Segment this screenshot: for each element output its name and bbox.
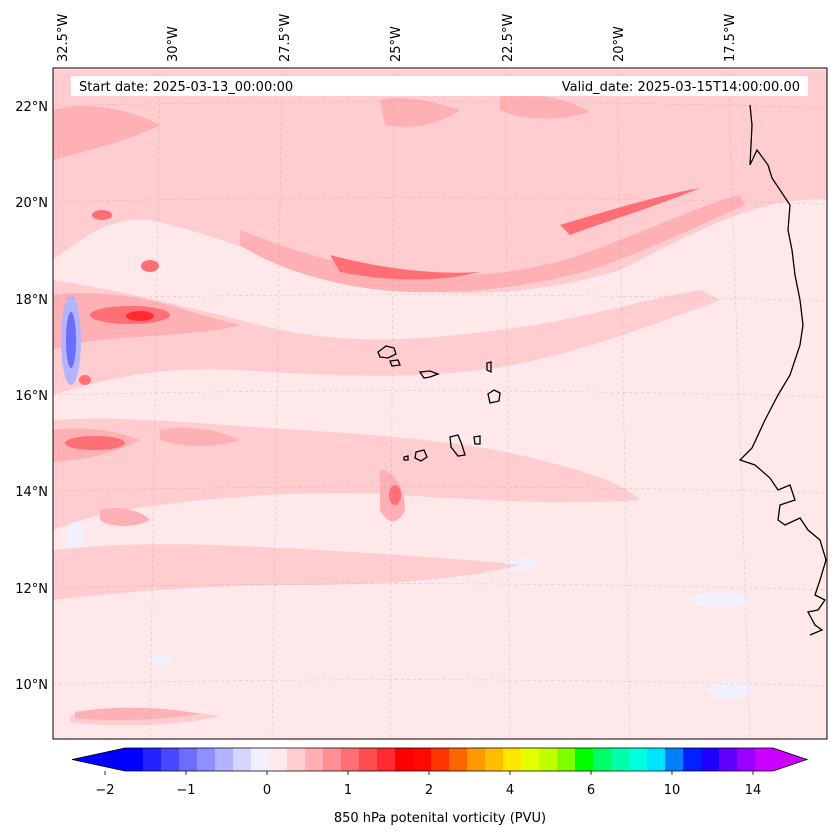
colorbar-segment bbox=[305, 748, 324, 771]
colorbar-segment bbox=[377, 748, 396, 771]
start-date-text: Start date: 2025-03-13_00:00:00 bbox=[79, 80, 293, 95]
colorbar-segment bbox=[413, 748, 432, 771]
map-frame bbox=[52, 67, 828, 740]
colorbar-segment bbox=[521, 748, 540, 771]
colorbar-tick-label: 4 bbox=[506, 783, 514, 798]
colorbar-segment bbox=[125, 748, 144, 771]
colorbar-outline bbox=[71, 747, 809, 772]
lat-label: 10°N bbox=[15, 678, 48, 693]
colorbar-tick-label: 1 bbox=[344, 783, 352, 798]
colorbar-segment bbox=[449, 748, 468, 771]
colorbar-segment bbox=[251, 748, 270, 771]
colorbar-tick-label: −1 bbox=[176, 783, 195, 798]
lat-label: 16°N bbox=[15, 389, 48, 404]
colorbar-extend-min bbox=[72, 748, 125, 771]
longitude-labels: 32.5°W 30°W 27.5°W 25°W 22.5°W 20°W 17.5… bbox=[56, 14, 738, 62]
colorbar bbox=[71, 747, 809, 775]
lat-label: 20°N bbox=[15, 196, 48, 211]
colorbar-label: 850 hPa potenital vorticity (PVU) bbox=[334, 811, 546, 826]
lon-label: 27.5°W bbox=[278, 14, 293, 62]
colorbar-segment bbox=[179, 748, 198, 771]
colorbar-segment bbox=[611, 748, 630, 771]
lat-label: 12°N bbox=[15, 582, 48, 597]
island-santiago bbox=[449, 434, 466, 457]
colorbar-segment bbox=[647, 748, 666, 771]
colorbar-segment bbox=[503, 748, 522, 771]
colorbar-segment bbox=[287, 748, 306, 771]
lon-label: 32.5°W bbox=[56, 14, 71, 62]
lat-label: 22°N bbox=[15, 100, 48, 115]
lon-label: 30°W bbox=[166, 26, 181, 62]
coastline bbox=[377, 104, 827, 636]
lon-label: 17.5°W bbox=[723, 14, 738, 62]
colorbar-segment bbox=[233, 748, 252, 771]
colorbar-tick-label: 0 bbox=[263, 783, 271, 798]
colorbar-ticks: −2 −1 0 1 2 4 6 10 14 bbox=[95, 783, 761, 798]
island-fogo bbox=[414, 449, 428, 462]
map-panel bbox=[53, 68, 827, 739]
africa-coast bbox=[738, 104, 827, 636]
header-banner: Start date: 2025-03-13_00:00:00 Valid_da… bbox=[71, 76, 808, 96]
colorbar-tick-label: 10 bbox=[664, 783, 681, 798]
lat-label: 18°N bbox=[15, 293, 48, 308]
colorbar-segment bbox=[539, 748, 558, 771]
colorbar-tick-label: 6 bbox=[587, 783, 595, 798]
lat-label: 14°N bbox=[15, 485, 48, 500]
island-brava bbox=[403, 455, 409, 461]
colorbar-segment bbox=[269, 748, 288, 771]
island-boa-vista bbox=[487, 389, 501, 404]
colorbar-segment bbox=[683, 748, 702, 771]
lon-label: 20°W bbox=[612, 26, 627, 62]
colorbar-segment bbox=[197, 748, 216, 771]
colorbar-segment bbox=[485, 748, 504, 771]
colorbar-tick-label: −2 bbox=[95, 783, 114, 798]
colorbar-segment bbox=[557, 748, 576, 771]
colorbar-tick-label: 14 bbox=[745, 783, 762, 798]
colorbar-segment bbox=[737, 748, 756, 771]
colorbar-segment bbox=[629, 748, 648, 771]
latitude-labels: 22°N 20°N 18°N 16°N 14°N 12°N 10°N bbox=[15, 100, 48, 693]
colorbar-tick-label: 2 bbox=[425, 783, 433, 798]
negative-pv-core bbox=[61, 295, 81, 385]
island-maio bbox=[473, 435, 481, 445]
colorbar-segment bbox=[341, 748, 360, 771]
colorbar-segment bbox=[701, 748, 720, 771]
colorbar-segment bbox=[161, 748, 180, 771]
colorbar-segment bbox=[431, 748, 450, 771]
lon-label: 25°W bbox=[389, 26, 404, 62]
island-santo-antao bbox=[377, 345, 397, 359]
colorbar-segment bbox=[665, 748, 684, 771]
colorbar-segment bbox=[215, 748, 234, 771]
colorbar-segment bbox=[143, 748, 162, 771]
colorbar-segment bbox=[593, 748, 612, 771]
lon-label: 22.5°W bbox=[501, 14, 516, 62]
island-sal bbox=[486, 361, 492, 374]
island-sao-vicente bbox=[389, 359, 401, 367]
colorbar-segment bbox=[719, 748, 738, 771]
colorbar-segment bbox=[575, 748, 594, 771]
valid-date-text: Valid_date: 2025-03-15T14:00:00.00 bbox=[562, 80, 800, 95]
colorbar-segment bbox=[755, 748, 774, 771]
colorbar-segment bbox=[467, 748, 486, 771]
island-sao-nicolau bbox=[418, 370, 440, 379]
colorbar-segment bbox=[395, 748, 414, 771]
colorbar-segment bbox=[323, 748, 342, 771]
colorbar-segment bbox=[359, 748, 378, 771]
colorbar-extend-max bbox=[773, 748, 807, 771]
high-pv-cores bbox=[65, 188, 700, 505]
graticule bbox=[53, 68, 827, 739]
